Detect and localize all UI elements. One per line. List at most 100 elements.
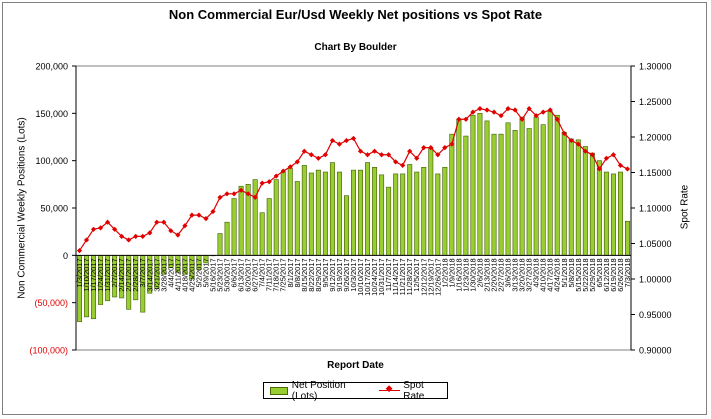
x-tick-label: 1/16/2018 — [454, 258, 463, 291]
spot-rate-point — [575, 141, 581, 147]
spot-rate-point — [371, 148, 378, 154]
x-tick-label: 5/15/2018 — [574, 258, 583, 291]
spot-rate-point — [617, 162, 624, 168]
spot-rate-point — [259, 180, 265, 186]
spot-rate-point — [203, 216, 209, 222]
x-tick-label: 4/11/2017 — [173, 258, 182, 291]
chart-subtitle: Chart By Boulder — [314, 42, 397, 53]
bar — [470, 114, 476, 256]
x-tick-label: 10/10/2017 — [356, 258, 365, 296]
bar — [329, 162, 335, 256]
spot-rate-point — [97, 225, 104, 231]
spot-rate-point — [582, 148, 588, 154]
x-tick-label: 5/9/2017 — [201, 258, 210, 287]
bar — [463, 135, 469, 256]
x-tick-label: 3/13/2018 — [511, 258, 520, 291]
x-tick-label: 6/26/2018 — [616, 258, 625, 291]
bar — [266, 198, 272, 256]
bar — [442, 166, 448, 256]
y2-axis-label: Spot Rate — [679, 184, 691, 230]
spot-rate-point — [287, 164, 293, 170]
x-tick-label: 2/13/2018 — [482, 258, 491, 291]
bar — [547, 111, 553, 256]
spot-rate-point — [217, 194, 223, 200]
x-tick-label: 8/1/2017 — [286, 258, 295, 287]
x-tick-label: 8/22/2017 — [307, 258, 316, 291]
x-tick-label: 6/5/2018 — [595, 258, 604, 287]
spot-rate-point — [189, 212, 195, 218]
bar — [526, 128, 532, 256]
bar — [252, 179, 258, 256]
bar — [365, 162, 371, 256]
x-tick-label: 10/24/2017 — [370, 258, 379, 296]
bar — [343, 195, 349, 256]
spot-rate-point — [624, 166, 631, 172]
x-tick-label: 2/27/2018 — [497, 258, 506, 291]
bar — [217, 233, 223, 256]
spot-rate-point — [498, 113, 504, 119]
spot-rate-point — [105, 219, 111, 225]
x-tick-label: 1/9/2018 — [447, 258, 456, 287]
spot-rate-point — [603, 155, 610, 161]
bar — [533, 116, 539, 256]
spot-rate-point — [90, 226, 97, 232]
bar — [224, 221, 230, 256]
legend-item-spot-rate: Spot Rate — [378, 380, 447, 402]
spot-rate-point — [477, 106, 483, 112]
y2-tick-label: 1.15000 — [639, 168, 672, 178]
y-tick-label: 100,000 — [35, 156, 68, 166]
spot-rate-point — [414, 155, 420, 161]
bar — [625, 220, 630, 256]
spot-rate-point — [343, 137, 350, 144]
x-tick-label: 6/20/2017 — [244, 258, 253, 291]
spot-rate-point — [442, 145, 448, 151]
x-tick-label: 5/23/2017 — [216, 258, 225, 291]
x-tick-label: 6/12/2018 — [602, 258, 611, 291]
bar — [280, 171, 286, 256]
bar — [617, 171, 623, 256]
bar — [351, 169, 356, 256]
legend-label-net-position: Net Position (Lots) — [291, 379, 346, 402]
spot-rate-point — [484, 107, 490, 113]
spot-rate-point — [119, 233, 125, 239]
y-tick-label: 50,000 — [40, 204, 68, 214]
x-tick-label: 10/17/2017 — [363, 258, 372, 296]
spot-rate-point — [610, 152, 617, 158]
x-tick-label: 10/31/2017 — [377, 258, 386, 296]
spot-rate-point — [182, 223, 188, 229]
spot-rate-point — [596, 166, 602, 172]
x-tick-label: 1/17/2017 — [89, 258, 98, 291]
x-tick-label: 6/13/2017 — [237, 258, 246, 291]
bar — [428, 147, 434, 256]
spot-rate-point — [449, 141, 455, 147]
spot-rate-point — [407, 148, 413, 154]
x-tick-label: 3/14/2017 — [145, 258, 154, 291]
x-tick-label: 2/7/2017 — [110, 258, 119, 287]
legend-line-swatch — [378, 383, 401, 395]
bar — [308, 172, 314, 256]
legend-item-net-position: Net Position (Lots) — [270, 380, 373, 402]
bar — [484, 120, 490, 256]
x-tick-label: 8/8/2017 — [293, 258, 302, 287]
spot-rate-point — [568, 137, 574, 144]
spot-rate-point — [526, 106, 532, 112]
bar — [596, 160, 602, 256]
y2-tick-label: 0.95000 — [639, 310, 672, 320]
spot-rate-point — [400, 162, 406, 168]
x-tick-label: 4/10/2018 — [539, 258, 548, 291]
spot-rate-point — [294, 159, 300, 165]
bar — [505, 122, 511, 256]
bar — [238, 185, 244, 256]
x-tick-label: 2/14/2017 — [117, 258, 126, 291]
spot-rate-point — [393, 159, 399, 165]
x-tick-label: 4/3/2018 — [532, 258, 541, 287]
bar — [498, 133, 504, 256]
spot-rate-point — [435, 152, 441, 158]
spot-rate-point — [112, 226, 118, 232]
x-tick-label: 3/21/2017 — [152, 258, 161, 291]
spot-rate-point — [561, 130, 567, 137]
x-tick-label: 7/18/2017 — [272, 258, 281, 291]
bar — [372, 166, 378, 256]
x-tick-label: 4/25/2017 — [187, 258, 196, 291]
